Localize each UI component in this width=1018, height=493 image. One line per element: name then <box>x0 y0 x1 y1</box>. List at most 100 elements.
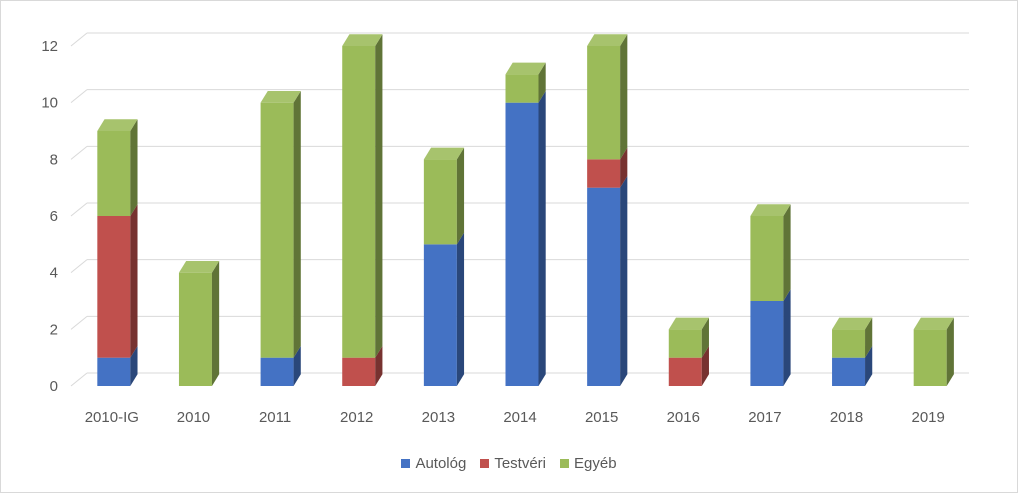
legend: Autológ Testvéri Egyéb <box>1 452 1017 474</box>
bar-segment-egyeb <box>97 131 131 216</box>
bar-segment-testveri <box>97 216 131 358</box>
gridline-side <box>70 32 88 47</box>
bar-segment-egyeb-side <box>783 204 791 301</box>
bar-stack <box>423 147 465 386</box>
bar-segment-egyeb-top <box>423 147 465 160</box>
bar-segment-egyeb-side <box>130 119 138 216</box>
bar-segment-egyeb <box>260 102 294 358</box>
bar-segment-autolog <box>587 187 621 386</box>
bar-segment-egyeb-side <box>375 34 383 358</box>
bar-segment-autolog-side <box>293 345 301 386</box>
legend-label-testveri: Testvéri <box>494 454 546 472</box>
bar-segment-testveri-side <box>375 345 383 386</box>
x-tick-label: 2016 <box>667 409 700 426</box>
bar-segment-egyeb <box>423 159 457 245</box>
bar-segment-autolog-side <box>865 345 873 386</box>
x-tick-label: 2010-IG <box>85 409 139 426</box>
bar-segment-egyeb-top <box>178 260 220 273</box>
bar-segment-autolog-side <box>783 289 791 386</box>
bars <box>97 34 954 387</box>
y-tick-label: 8 <box>50 151 58 168</box>
legend-item-testveri: Testvéri <box>480 455 546 472</box>
bar-stack <box>668 317 709 386</box>
bar-stack <box>587 34 628 386</box>
bar-stack <box>342 34 383 386</box>
bar-segment-autolog <box>505 102 539 387</box>
y-tick-label: 6 <box>50 208 58 225</box>
bar-segment-egyeb-side <box>211 260 220 386</box>
y-tick-label: 12 <box>41 38 58 55</box>
bar-segment-autolog-side <box>130 345 138 386</box>
legend-item-egyeb: Egyéb <box>560 455 617 472</box>
bar-segment-egyeb <box>913 329 947 386</box>
bar-segment-egyeb <box>505 74 539 103</box>
bar-segment-autolog-side <box>538 90 546 386</box>
bar-segment-autolog-side <box>620 175 628 386</box>
bar-segment-autolog-side <box>456 232 465 386</box>
x-tick-label: 2010 <box>177 409 210 426</box>
legend-swatch-testveri <box>480 458 490 468</box>
x-tick-label: 2014 <box>503 409 536 426</box>
x-tick-label: 2017 <box>748 409 781 426</box>
bar-segment-egyeb-top <box>913 317 954 330</box>
bar-stack <box>913 317 954 386</box>
x-tick-label: 2015 <box>585 409 618 426</box>
bar-segment-egyeb-side <box>620 34 628 160</box>
gridline-side <box>70 259 88 274</box>
bar-segment-egyeb-side <box>456 147 465 245</box>
bar-segment-egyeb-side <box>293 90 301 358</box>
bar-segment-egyeb <box>587 46 621 160</box>
legend-swatch-egyeb <box>560 458 569 468</box>
bar-stack <box>832 317 873 386</box>
bar-segment-autolog <box>97 357 131 386</box>
bar-segment-testveri <box>668 357 702 386</box>
x-tick-label: 2011 <box>259 409 291 426</box>
x-axis-ticks: 2010-IG 2010 2011 2012 2013 2014 2015 2016 2017 2… <box>85 409 945 426</box>
bar-segment-testveri-side <box>620 147 628 188</box>
bar-segment-egyeb <box>668 329 702 358</box>
bar-segment-egyeb-top <box>587 34 628 46</box>
gridline-side <box>70 315 88 330</box>
bar-segment-egyeb-side <box>701 317 709 358</box>
y-tick-label: 0 <box>50 378 58 395</box>
x-tick-label: 2019 <box>911 409 944 426</box>
bar-segment-egyeb-top <box>505 62 546 75</box>
y-axis-ticks: 0 2 4 6 8 10 12 <box>41 38 58 395</box>
x-tick-label: 2018 <box>830 409 863 426</box>
bar-segment-autolog <box>750 301 784 386</box>
bar-segment-egyeb-top <box>668 317 709 330</box>
bar-segment-egyeb-side <box>946 317 954 386</box>
bar-segment-testveri <box>587 159 621 188</box>
bar-segment-egyeb <box>832 329 866 358</box>
bar-stack <box>97 119 138 386</box>
bar-segment-testveri-side <box>701 345 709 386</box>
bar-segment-egyeb <box>178 272 212 386</box>
bar-segment-egyeb <box>750 216 784 301</box>
gridline-side <box>70 145 88 160</box>
bar-stack <box>750 204 791 386</box>
x-tick-label: 2012 <box>340 409 373 426</box>
gridline-side <box>70 372 88 387</box>
legend-item-autolog: Autológ <box>401 455 466 472</box>
bar-segment-egyeb <box>342 46 376 358</box>
bar-segment-testveri <box>342 357 376 386</box>
bar-segment-autolog <box>260 357 294 386</box>
bar-segment-egyeb-top <box>750 204 791 216</box>
y-tick-label: 4 <box>50 265 58 282</box>
bar-segment-egyeb-top <box>342 34 383 46</box>
bar-segment-egyeb-top <box>832 317 873 330</box>
gridline-side <box>70 89 88 104</box>
bar-stack <box>505 62 546 387</box>
legend-label-egyeb: Egyéb <box>574 454 617 472</box>
bar-stack <box>260 90 301 386</box>
bar-segment-testveri-side <box>130 204 138 358</box>
bar-segment-egyeb-top <box>260 90 301 103</box>
bar-segment-egyeb-side <box>538 62 546 103</box>
gridline-side <box>70 202 88 217</box>
legend-label-autolog: Autológ <box>415 454 467 472</box>
bar-segment-egyeb-top <box>97 119 138 131</box>
legend-swatch-autolog <box>401 458 411 468</box>
x-tick-label: 2013 <box>422 409 455 426</box>
y-tick-label: 2 <box>50 321 58 338</box>
